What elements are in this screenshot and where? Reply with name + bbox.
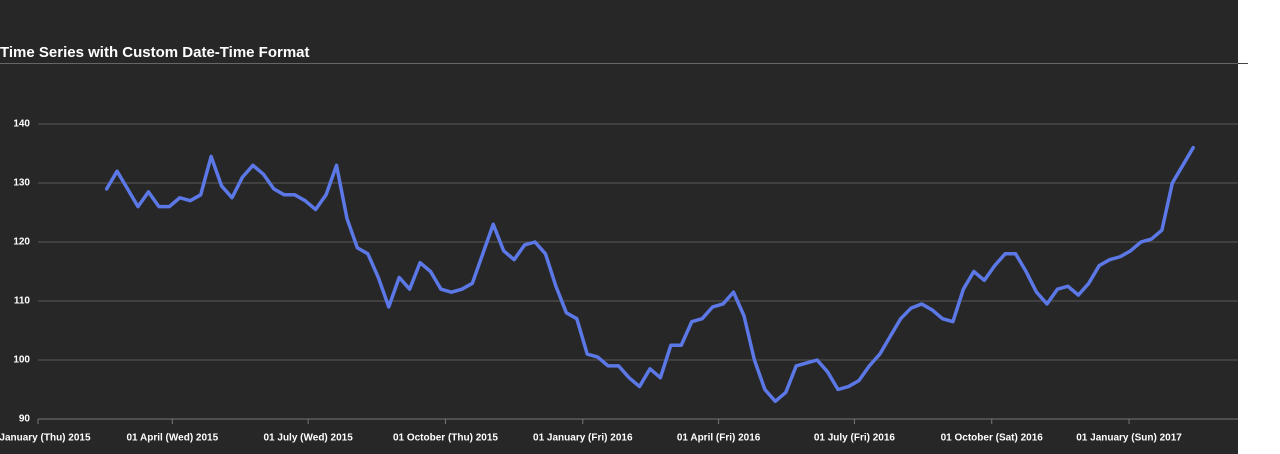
y-tick-label: 100 (13, 355, 30, 366)
y-tick-label: 140 (13, 119, 30, 130)
x-tick-label: 01 January (Thu) 2015 (0, 433, 91, 444)
x-tick-label: 01 October (Thu) 2015 (393, 433, 498, 444)
y-tick-label: 120 (13, 237, 30, 248)
chart-title: Time Series with Custom Date-Time Format (0, 44, 310, 61)
x-tick-label: 01 January (Fri) 2016 (533, 433, 633, 444)
plot-background (0, 0, 1238, 454)
series-line (104, 145, 1195, 404)
page-margin (1238, 0, 1280, 454)
x-tick-label: 01 April (Wed) 2015 (126, 433, 218, 444)
x-tick-label: 01 January (Sun) 2017 (1076, 433, 1182, 444)
x-tick-label: 01 April (Fri) 2016 (677, 433, 761, 444)
x-tick-label: 01 October (Sat) 2016 (941, 433, 1044, 444)
x-tick-label: 01 July (Wed) 2015 (263, 433, 353, 444)
x-tick-label: 01 July (Fri) 2016 (814, 433, 896, 444)
y-tick-label: 110 (14, 296, 31, 307)
y-tick-label: 130 (13, 178, 30, 189)
y-tick-label: 90 (19, 414, 31, 425)
